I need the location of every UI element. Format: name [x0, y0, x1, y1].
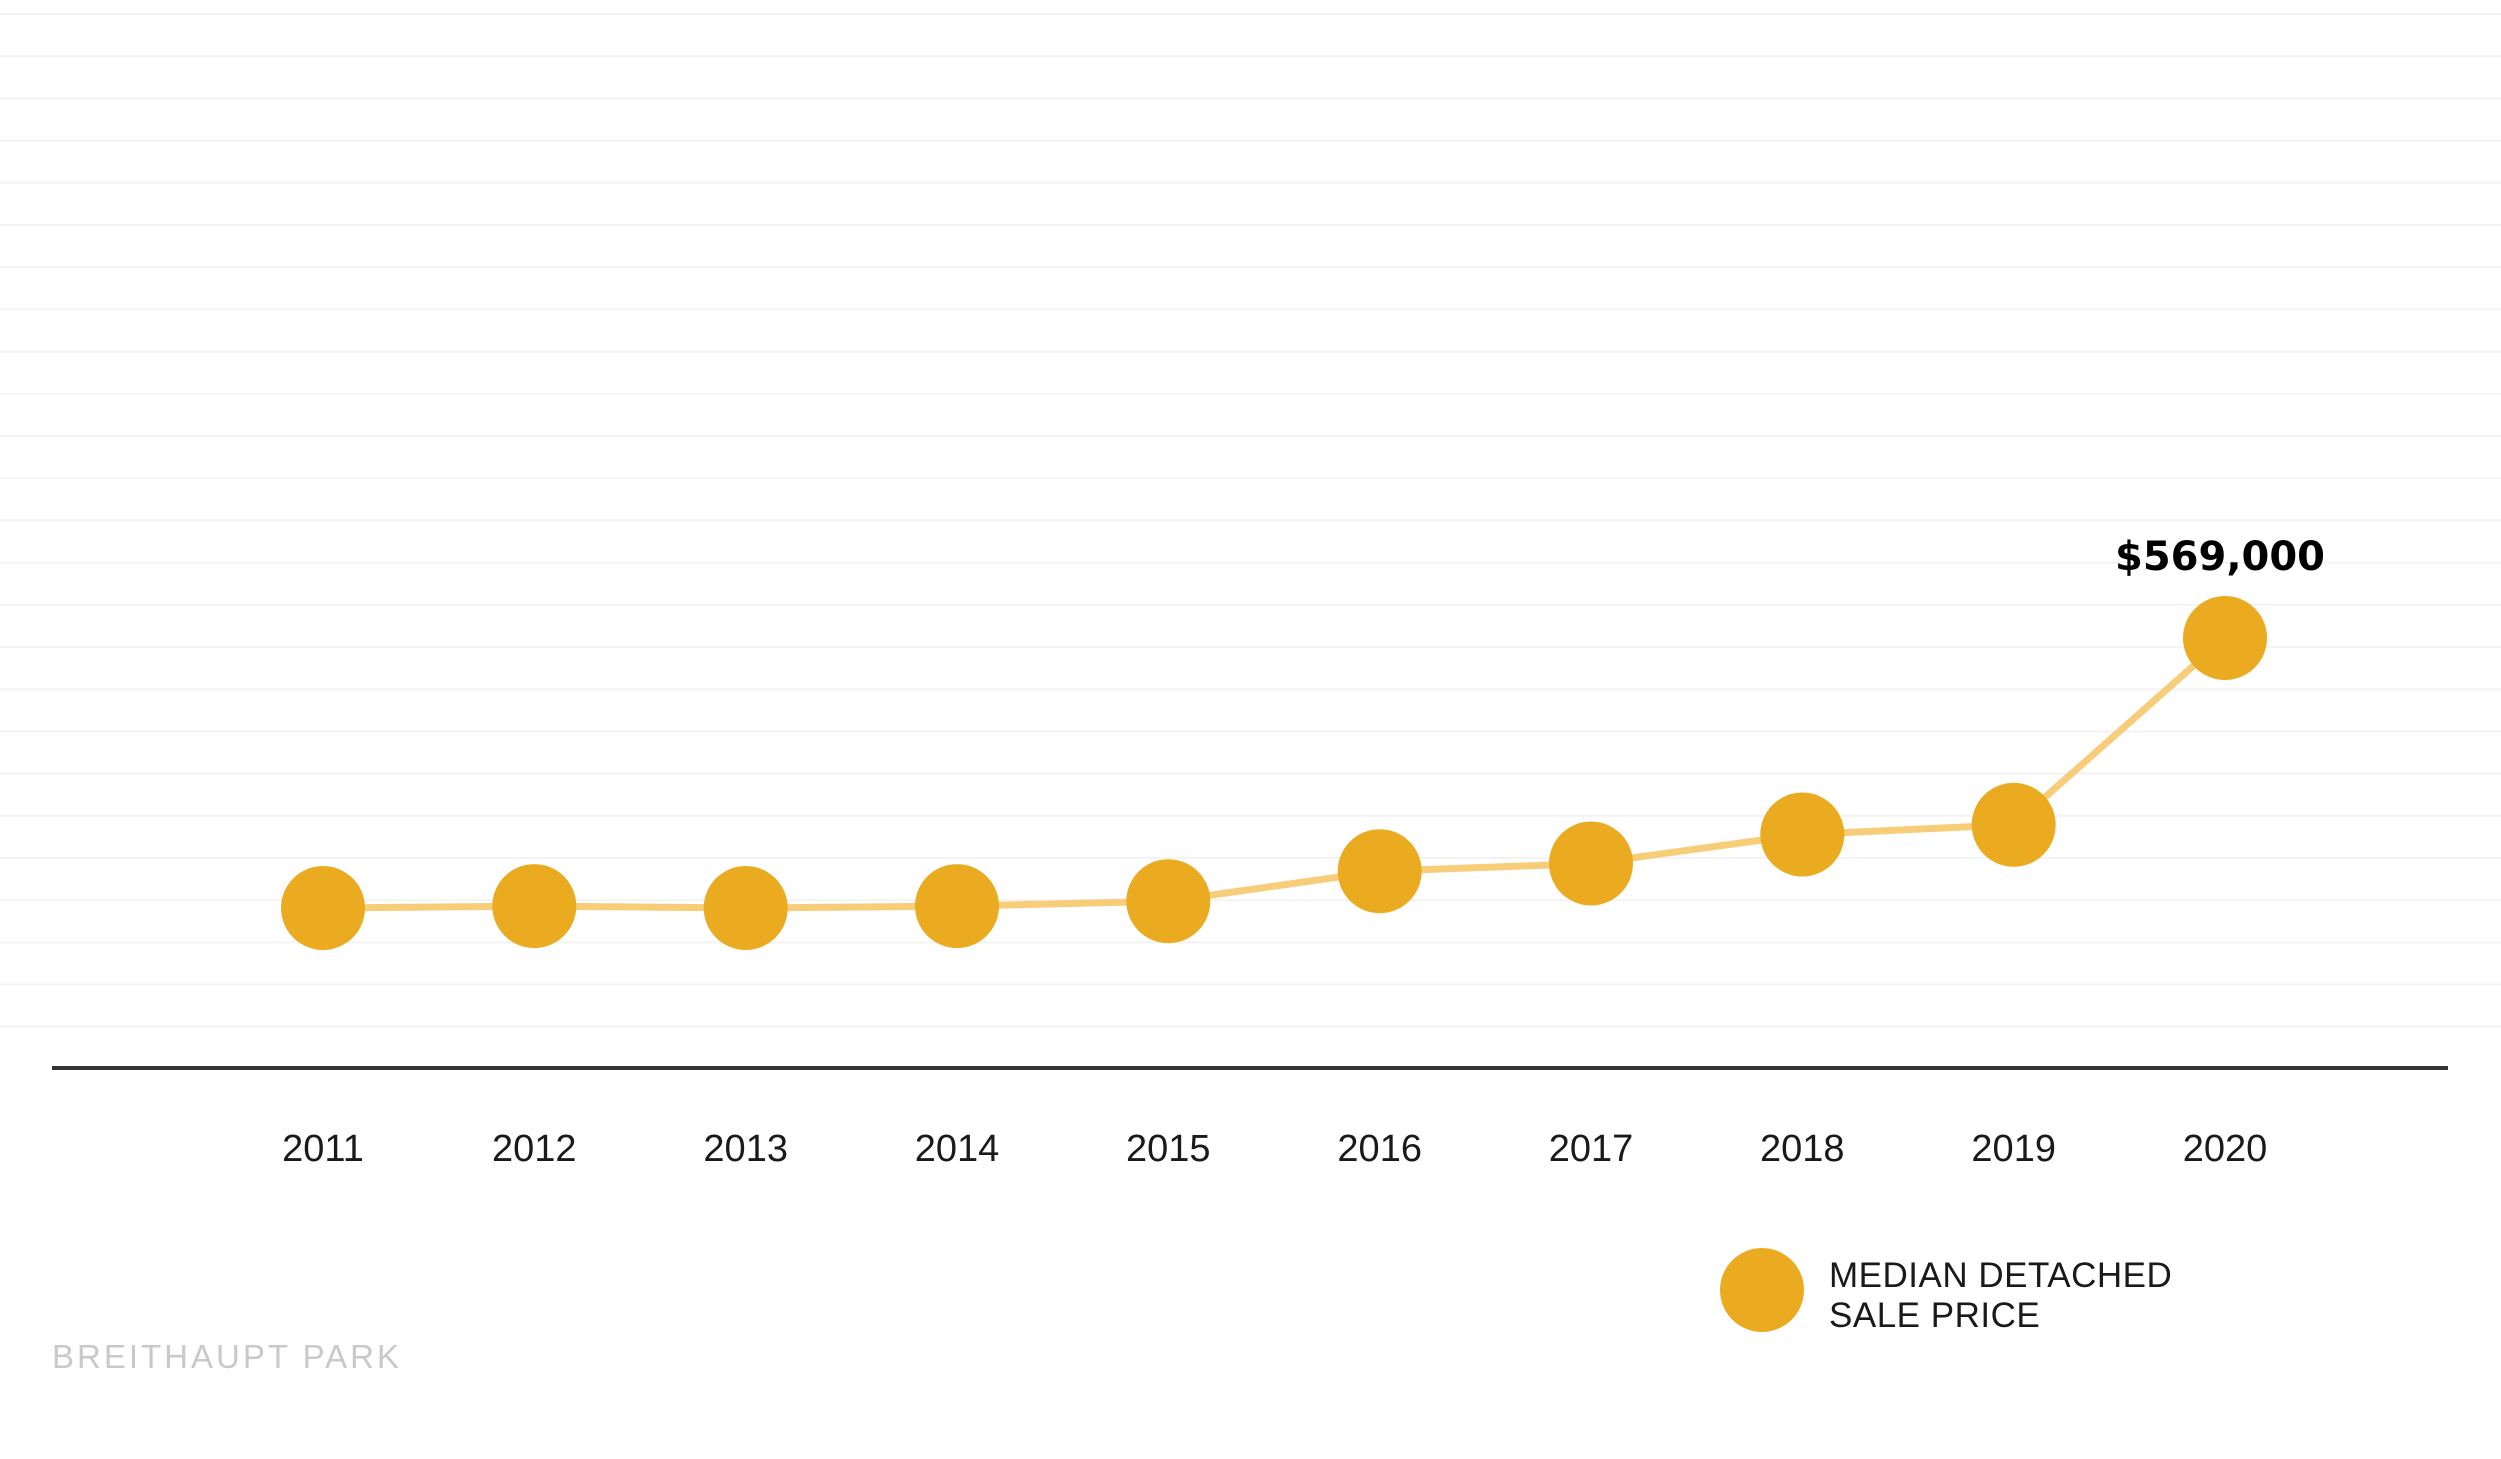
legend-label-line-1: MEDIAN DETACHED: [1829, 1256, 2172, 1295]
data-point-2018: [1760, 792, 1845, 877]
x-tick-label-2011: 2011: [282, 1128, 364, 1170]
data-point-2013: [703, 866, 788, 950]
x-tick-label-2017: 2017: [1549, 1128, 1634, 1170]
x-tick-label-2014: 2014: [915, 1128, 1000, 1170]
data-point-2011: [281, 866, 365, 950]
x-tick-label-2015: 2015: [1126, 1128, 1211, 1170]
x-tick-label-2020: 2020: [2183, 1128, 2268, 1170]
data-point-2012: [492, 864, 577, 949]
series-line: [322, 635, 2228, 912]
legend: MEDIAN DETACHED SALE PRICE: [1720, 1248, 2172, 1335]
x-tick-label-2019: 2019: [1971, 1128, 2056, 1170]
data-point-2019: [1971, 782, 2056, 867]
x-tick-labels: 2011 2012 2013 2014 2015 2016 2017 2018 2019 2020: [282, 1128, 2267, 1170]
gridlines: [0, 13, 2501, 1028]
x-tick-label-2013: 2013: [703, 1128, 788, 1170]
data-point-2017: [1549, 821, 1633, 906]
watermark-text: BREITHAUPT PARK: [52, 1338, 402, 1375]
data-point-2016: [1337, 829, 1422, 914]
x-tick-label-2016: 2016: [1337, 1128, 1422, 1170]
series-line-group: [322, 635, 2228, 912]
legend-label-line-2: SALE PRICE: [1829, 1296, 2040, 1335]
data-point-2014: [915, 864, 999, 949]
data-point-2015: [1126, 859, 1211, 944]
x-tick-label-2012: 2012: [492, 1128, 577, 1170]
x-tick-label-2018: 2018: [1760, 1128, 1845, 1170]
annotation-2020-value: $569,000: [2115, 534, 2325, 580]
data-points: [281, 596, 2267, 950]
legend-marker: [1720, 1248, 1804, 1332]
data-point-2020: [2183, 596, 2267, 680]
